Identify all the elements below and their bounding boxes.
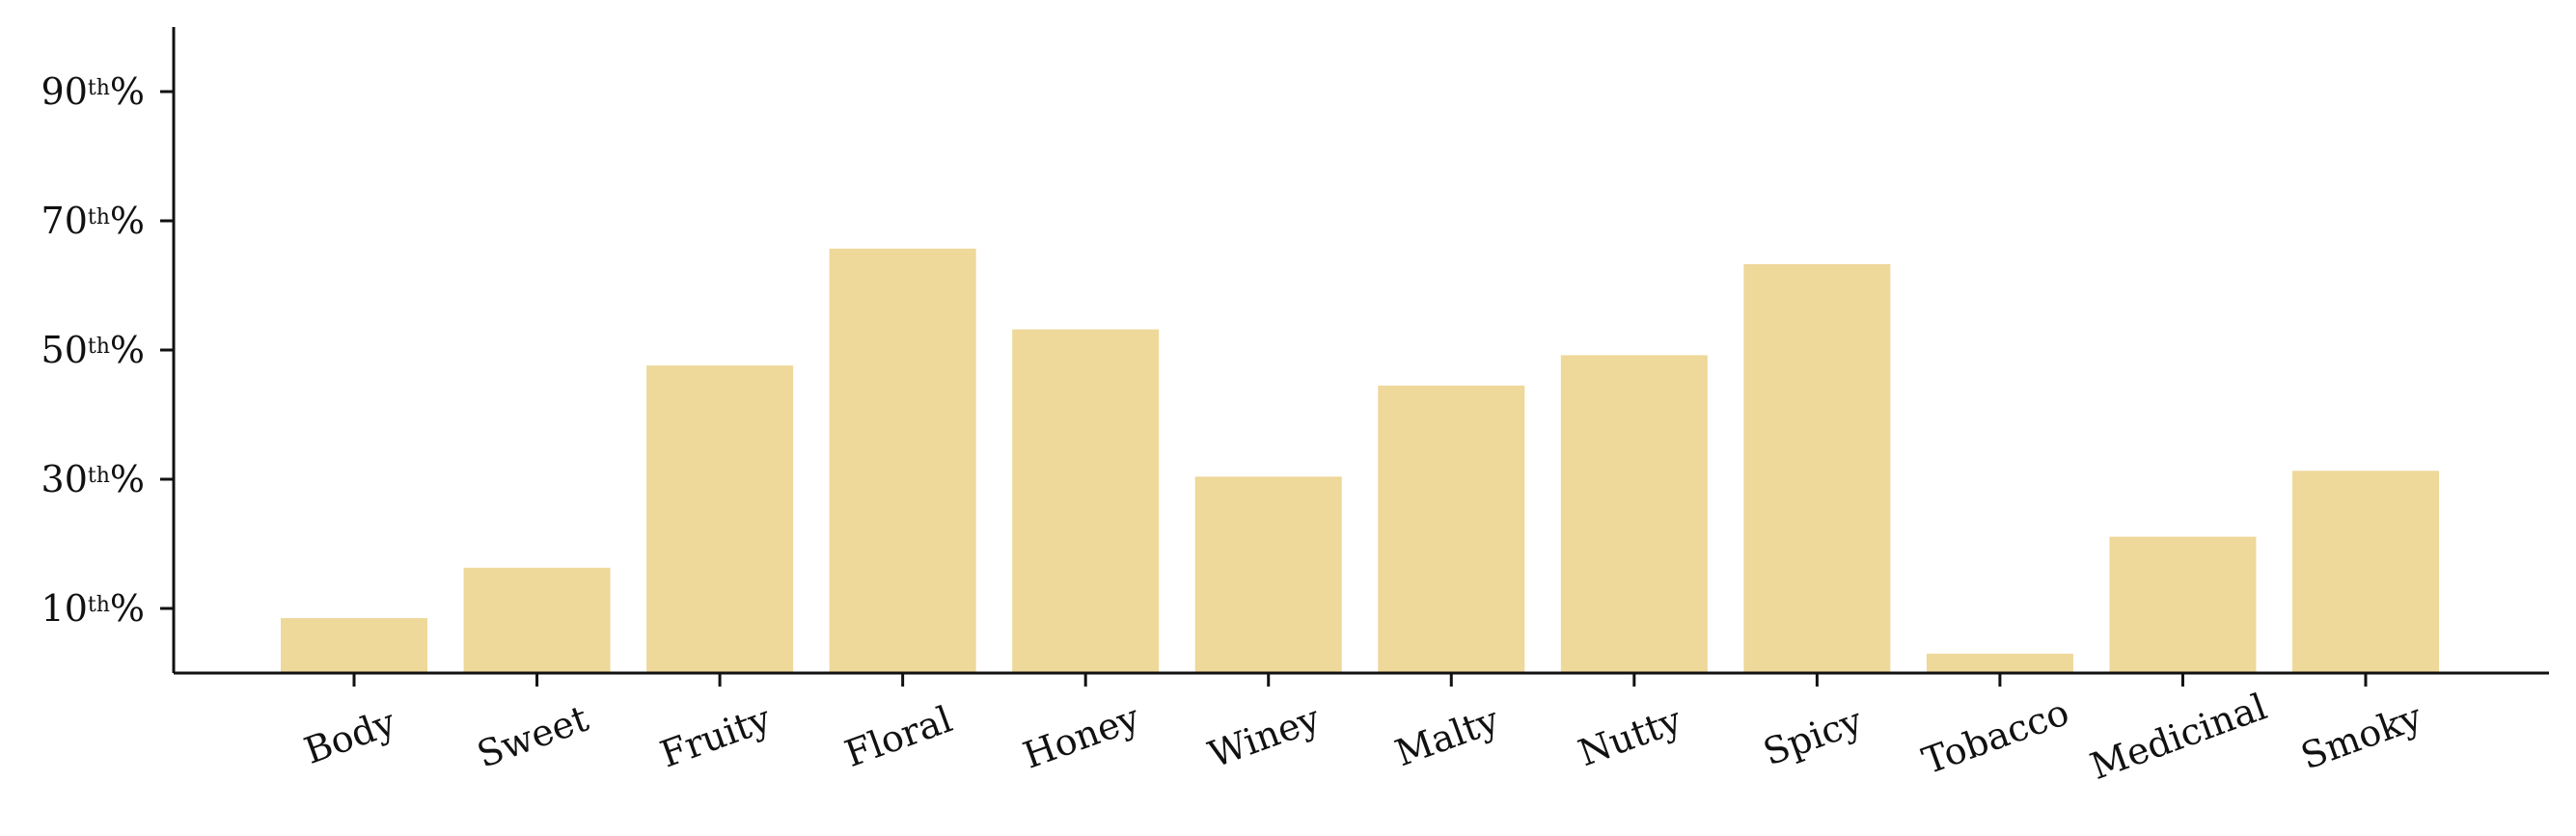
bar-spicy — [1743, 263, 1891, 673]
y-tick-label-90: 90th% — [41, 70, 145, 113]
y-tick-label-50: 50th% — [41, 329, 145, 371]
x-tick-label-tobacco: Tobacco — [1917, 690, 2074, 782]
y-tick-label-10: 10th% — [41, 587, 145, 630]
x-tick-label-nutty: Nutty — [1573, 698, 1687, 774]
x-tick-label-fruity: Fruity — [655, 697, 777, 776]
x-tick-label-sweet: Sweet — [472, 697, 594, 776]
bar-medicinal — [2109, 536, 2257, 673]
bar-nutty — [1560, 355, 1708, 673]
x-tick-label-smoky: Smoky — [2295, 695, 2427, 778]
x-tick-label-spicy: Spicy — [1758, 699, 1868, 774]
bar-winey — [1194, 476, 1342, 673]
x-tick-label-malty: Malty — [1389, 698, 1504, 774]
bar-honey — [1012, 329, 1160, 673]
x-tick-label-floral: Floral — [839, 698, 958, 775]
bar-tobacco — [1926, 653, 2073, 673]
x-axis: Body Sweet Fruity Floral Honey Winey Malty Nutt… — [174, 671, 2549, 789]
x-tick-label-medicinal: Medicinal — [2085, 686, 2272, 789]
bar-smoky — [2292, 471, 2439, 673]
y-axis: 10th% 30th% 50th% 70th% 90th% — [41, 27, 176, 673]
bars-group — [281, 248, 2439, 673]
y-tick-label-30: 30th% — [41, 458, 145, 500]
x-tick-label-body: Body — [299, 700, 401, 772]
bar-fruity — [646, 365, 794, 673]
bar-floral — [829, 248, 976, 673]
x-tick-label-honey: Honey — [1018, 696, 1145, 777]
bar-malty — [1378, 385, 1525, 673]
bar-sweet — [463, 567, 611, 673]
bar-body — [281, 618, 427, 673]
x-tick-label-winey: Winey — [1203, 697, 1326, 776]
y-tick-label-70: 70th% — [41, 200, 145, 242]
